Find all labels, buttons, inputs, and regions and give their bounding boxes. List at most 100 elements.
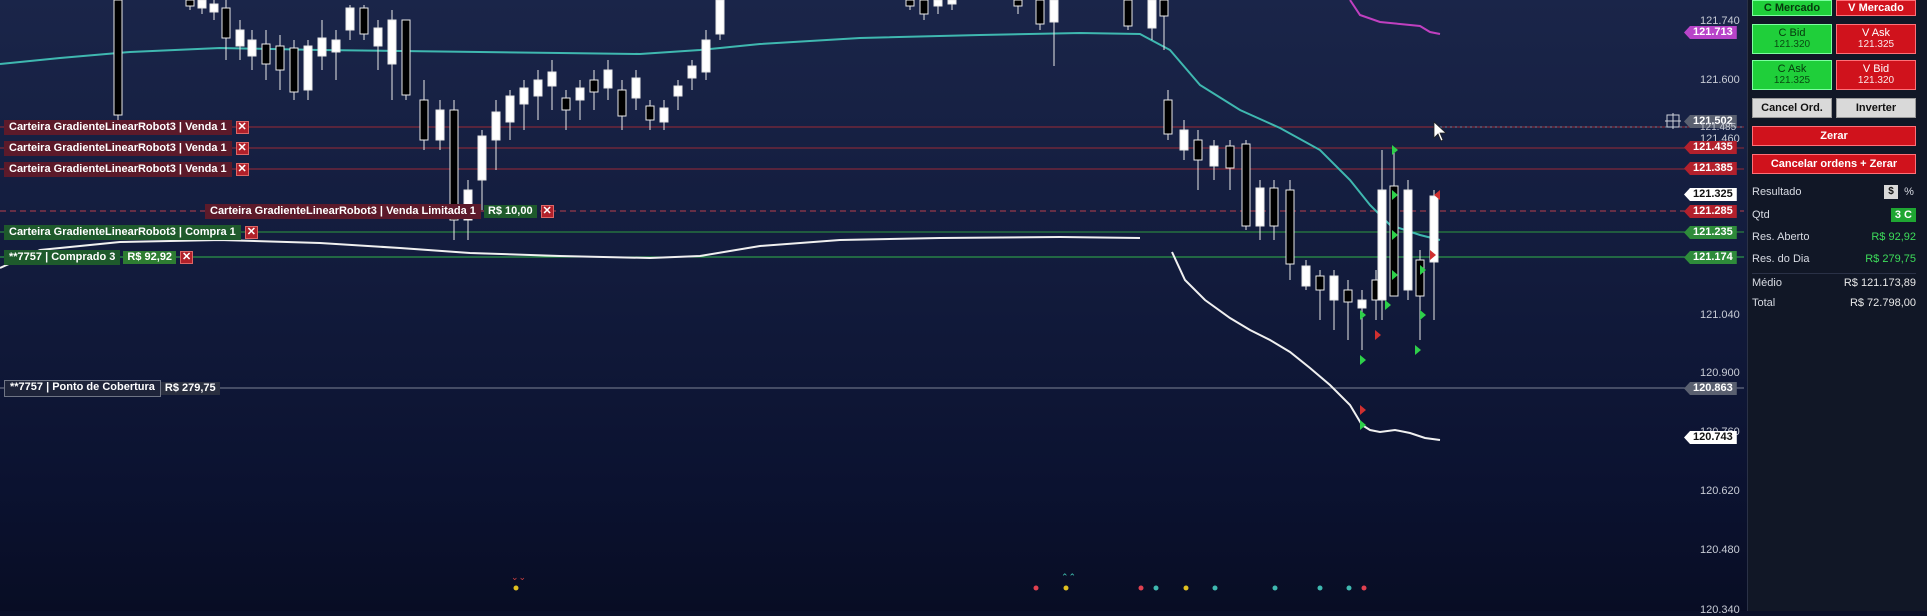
c-bid-button[interactable]: C Bid 121.320 (1752, 24, 1832, 54)
axis-tick-120900: 120.900 (1700, 367, 1740, 379)
trade-markers (1360, 145, 1440, 430)
axis-tick-120340: 120.340 (1700, 604, 1740, 616)
v-bid-button[interactable]: V Bid 121.320 (1836, 60, 1916, 90)
trade-panel: C Mercado V Mercado C Bid 121.320 V Ask … (1747, 0, 1927, 611)
candle-body (275, 45, 285, 71)
position-comprado[interactable]: **7757 | Comprado 3 R$ 92,92 ✕ (4, 250, 194, 265)
qtd-label: Qtd (1752, 209, 1770, 221)
cancel-ord-button[interactable]: Cancel Ord. (1752, 98, 1832, 118)
candle-body (645, 105, 655, 121)
crosshair-icon[interactable] (1665, 113, 1681, 129)
cancelar-zerar-button[interactable]: Cancelar ordens + Zerar (1752, 154, 1916, 174)
position-label: **7757 | Comprado 3 (4, 250, 121, 265)
svg-text:⌃⌃: ⌃⌃ (1061, 573, 1076, 583)
candle-body (435, 109, 445, 141)
v-ask-price: 121.325 (1857, 39, 1895, 50)
axis-tick-121740: 121.740 (1700, 15, 1740, 27)
order-venda-1-b[interactable]: Carteira GradienteLinearRobot3 | Venda 1… (4, 141, 249, 156)
order-venda-limitada[interactable]: Carteira GradienteLinearRobot3 | Venda L… (205, 204, 554, 219)
svg-text:⌄⌄: ⌄⌄ (511, 573, 526, 583)
candle-body (1123, 0, 1133, 27)
candle-body (933, 0, 943, 7)
cancel-order-button[interactable]: ✕ (244, 226, 258, 239)
qtd-row: Qtd 3 C (1752, 207, 1916, 223)
total-label: Total (1752, 297, 1776, 309)
candle-body (1377, 189, 1387, 301)
candle-body (1049, 0, 1059, 23)
order-venda-1-c[interactable]: Carteira GradienteLinearRobot3 | Venda 1… (4, 162, 249, 177)
candle-body (603, 69, 613, 89)
candle-body (1269, 187, 1279, 227)
order-venda-1-a[interactable]: Carteira GradienteLinearRobot3 | Venda 1… (4, 120, 249, 135)
candle-body (1147, 0, 1157, 29)
candle-body (1225, 145, 1235, 169)
c-ask-button[interactable]: C Ask 121.325 (1752, 60, 1832, 90)
position-value: R$ 92,92 (123, 251, 177, 264)
total-value: R$ 72.798,00 (1849, 297, 1916, 309)
res-dia-label: Res. do Dia (1752, 253, 1810, 265)
cancel-order-button[interactable]: ✕ (235, 121, 249, 134)
c-bid-price: 121.320 (1773, 39, 1811, 50)
panel-divider (1752, 273, 1916, 274)
candle-body (303, 45, 313, 91)
candlestick-chart[interactable]: ⌄⌄ ⌃⌃ (0, 0, 1744, 611)
price-tag-121713: 121.713 (1684, 26, 1737, 39)
candle-body (221, 7, 231, 39)
candle-body (589, 79, 599, 93)
total-row: Total R$ 72.798,00 (1752, 295, 1916, 311)
cancel-order-button[interactable]: ✕ (235, 163, 249, 176)
c-mercado-button[interactable]: C Mercado (1752, 0, 1832, 16)
candle-body (673, 85, 683, 97)
candle-body (449, 109, 459, 221)
c-mercado-label: C Mercado (1763, 2, 1821, 14)
order-compra-1[interactable]: Carteira GradienteLinearRobot3 | Compra … (4, 225, 258, 240)
cover-point[interactable]: **7757 | Ponto de Cobertura R$ 279,75 (4, 380, 220, 397)
price-tag-121485: 121.485 (1700, 122, 1737, 133)
candle-body (1301, 265, 1311, 287)
axis-tick-121040: 121.040 (1700, 309, 1740, 321)
candle-body (505, 95, 515, 123)
medio-row: Médio R$ 121.173,89 (1752, 275, 1916, 291)
candle-body (235, 29, 245, 47)
candles-group (113, 0, 1439, 350)
res-aberto-row: Res. Aberto R$ 92,92 (1752, 229, 1916, 245)
candle-body (331, 39, 341, 53)
axis-tick-121600: 121.600 (1700, 74, 1740, 86)
inverter-button[interactable]: Inverter (1836, 98, 1916, 118)
inverter-label: Inverter (1855, 102, 1897, 114)
v-bid-title: V Bid (1862, 63, 1890, 75)
candle-body (617, 89, 627, 117)
price-tag-121502: 121.502 (1684, 115, 1737, 128)
candle-body (905, 0, 915, 7)
zerar-label: Zerar (1820, 130, 1848, 142)
candle-body (1357, 299, 1367, 309)
cancel-order-button[interactable]: ✕ (540, 205, 554, 218)
v-ask-title: V Ask (1861, 27, 1891, 39)
candle-body (247, 39, 257, 57)
candle-body (261, 43, 271, 65)
v-ask-button[interactable]: V Ask 121.325 (1836, 24, 1916, 54)
candle-body (1389, 185, 1399, 297)
candle-body (547, 71, 557, 87)
percent-toggle-button[interactable]: % (1904, 186, 1914, 198)
medio-value: R$ 121.173,89 (1843, 277, 1916, 289)
candle-body (1179, 129, 1189, 151)
price-tag-120743: 120.743 (1684, 431, 1737, 444)
candle-body (631, 77, 641, 99)
qtd-badge: 3 C (1890, 208, 1916, 222)
order-value: R$ 10,00 (483, 205, 537, 218)
currency-toggle-button[interactable]: $ (1884, 185, 1898, 199)
candle-body (1159, 0, 1169, 17)
c-ask-price: 121.325 (1773, 75, 1811, 86)
cancel-order-button[interactable]: ✕ (235, 142, 249, 155)
candle-body (345, 7, 355, 31)
candle-body (185, 0, 195, 7)
order-label: Carteira GradienteLinearRobot3 | Compra … (4, 225, 241, 240)
price-tag-121235: 121.235 (1684, 226, 1737, 239)
close-position-button[interactable]: ✕ (180, 251, 194, 264)
v-mercado-button[interactable]: V Mercado (1836, 0, 1916, 16)
zerar-button[interactable]: Zerar (1752, 126, 1916, 146)
c-ask-title: C Ask (1777, 63, 1807, 75)
resultado-label: Resultado (1752, 186, 1802, 198)
